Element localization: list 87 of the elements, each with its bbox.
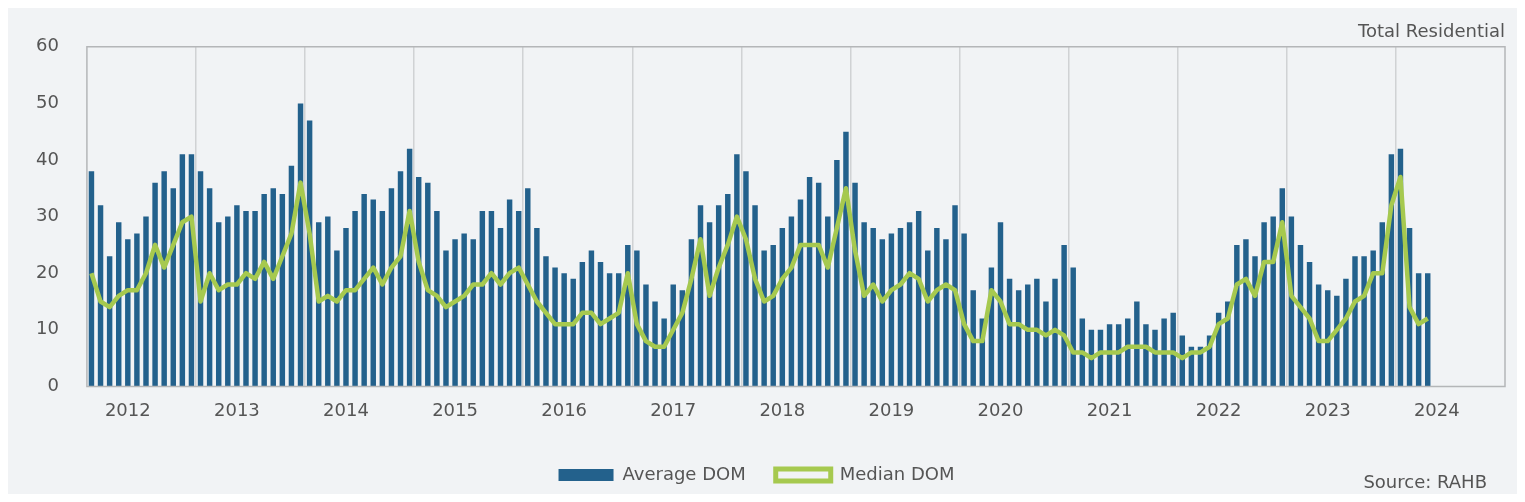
x-tick-label: 2012 [104, 398, 151, 420]
bar [1134, 301, 1140, 387]
x-tick-label: 2019 [868, 398, 915, 420]
bar [770, 244, 776, 387]
bar [1070, 267, 1076, 387]
bar [1343, 278, 1349, 387]
y-tick-label: 50 [36, 91, 59, 113]
bar [870, 227, 876, 387]
bar [1143, 324, 1149, 387]
source-note: Source: RAHB [1363, 470, 1487, 492]
bar [1170, 312, 1176, 387]
bar [1043, 301, 1049, 387]
bar [234, 205, 240, 387]
bar [934, 227, 940, 387]
bar [134, 233, 140, 387]
x-tick-label: 2016 [541, 398, 588, 420]
bar [725, 193, 731, 387]
bar [425, 182, 431, 387]
y-tick-label: 40 [36, 147, 59, 169]
bar [543, 256, 549, 387]
bar [525, 188, 531, 387]
legend-label: Average DOM [622, 462, 746, 484]
bar [261, 193, 267, 387]
bar [143, 216, 149, 387]
bar [752, 205, 758, 387]
bar [1352, 256, 1358, 387]
bar [1370, 250, 1376, 387]
bar [1252, 256, 1258, 387]
x-tick-label: 2014 [323, 398, 369, 420]
bar [461, 233, 467, 387]
bar [1034, 278, 1040, 387]
bar [434, 210, 440, 387]
bar [561, 273, 567, 387]
bar [652, 301, 658, 387]
bar [761, 250, 767, 387]
bar [152, 182, 158, 387]
bar [1052, 278, 1058, 387]
x-tick-label: 2023 [1304, 398, 1351, 420]
bar [534, 227, 540, 387]
bar [125, 239, 131, 387]
x-tick-label: 2020 [977, 398, 1024, 420]
bar [443, 250, 449, 387]
bar [1261, 222, 1267, 387]
bar [834, 160, 840, 387]
bar [1152, 329, 1158, 387]
x-tick-label: 2022 [1195, 398, 1242, 420]
bar [806, 176, 813, 387]
bar [552, 267, 558, 387]
bar [1161, 318, 1167, 387]
bar [1234, 244, 1240, 387]
x-tick-label: 2015 [432, 398, 478, 420]
y-tick-label: 10 [36, 317, 59, 339]
bar [161, 171, 167, 387]
bar [952, 205, 958, 387]
x-tick-label: 2021 [1086, 398, 1133, 420]
bar [325, 216, 331, 387]
bar [643, 284, 649, 387]
bar [734, 154, 740, 387]
bar [843, 131, 849, 387]
x-tick-label: 2017 [650, 398, 697, 420]
bar [243, 210, 249, 387]
y-tick-label: 30 [36, 204, 59, 226]
bar [861, 222, 867, 387]
bar [225, 216, 231, 387]
bar [1270, 216, 1276, 387]
bar [343, 227, 349, 387]
y-tick-label: 0 [47, 374, 59, 396]
bar [1361, 256, 1367, 387]
bar [252, 210, 258, 387]
bar [361, 193, 367, 387]
bar [334, 250, 340, 387]
bar [352, 210, 358, 387]
bar [1334, 295, 1340, 387]
y-tick-label: 20 [36, 260, 59, 282]
bar [452, 239, 458, 387]
x-tick-label: 2018 [759, 398, 806, 420]
x-tick-label: 2013 [213, 398, 260, 420]
bar [970, 290, 976, 387]
bar [743, 171, 749, 387]
chart-title: Total Residential [1357, 19, 1505, 41]
bar [943, 239, 949, 387]
bar [1061, 244, 1067, 387]
bar [1243, 239, 1249, 387]
legend-label: Median DOM [839, 462, 955, 484]
bar [961, 233, 967, 387]
y-tick-label: 60 [36, 34, 59, 56]
x-tick-label: 2024 [1413, 398, 1460, 420]
